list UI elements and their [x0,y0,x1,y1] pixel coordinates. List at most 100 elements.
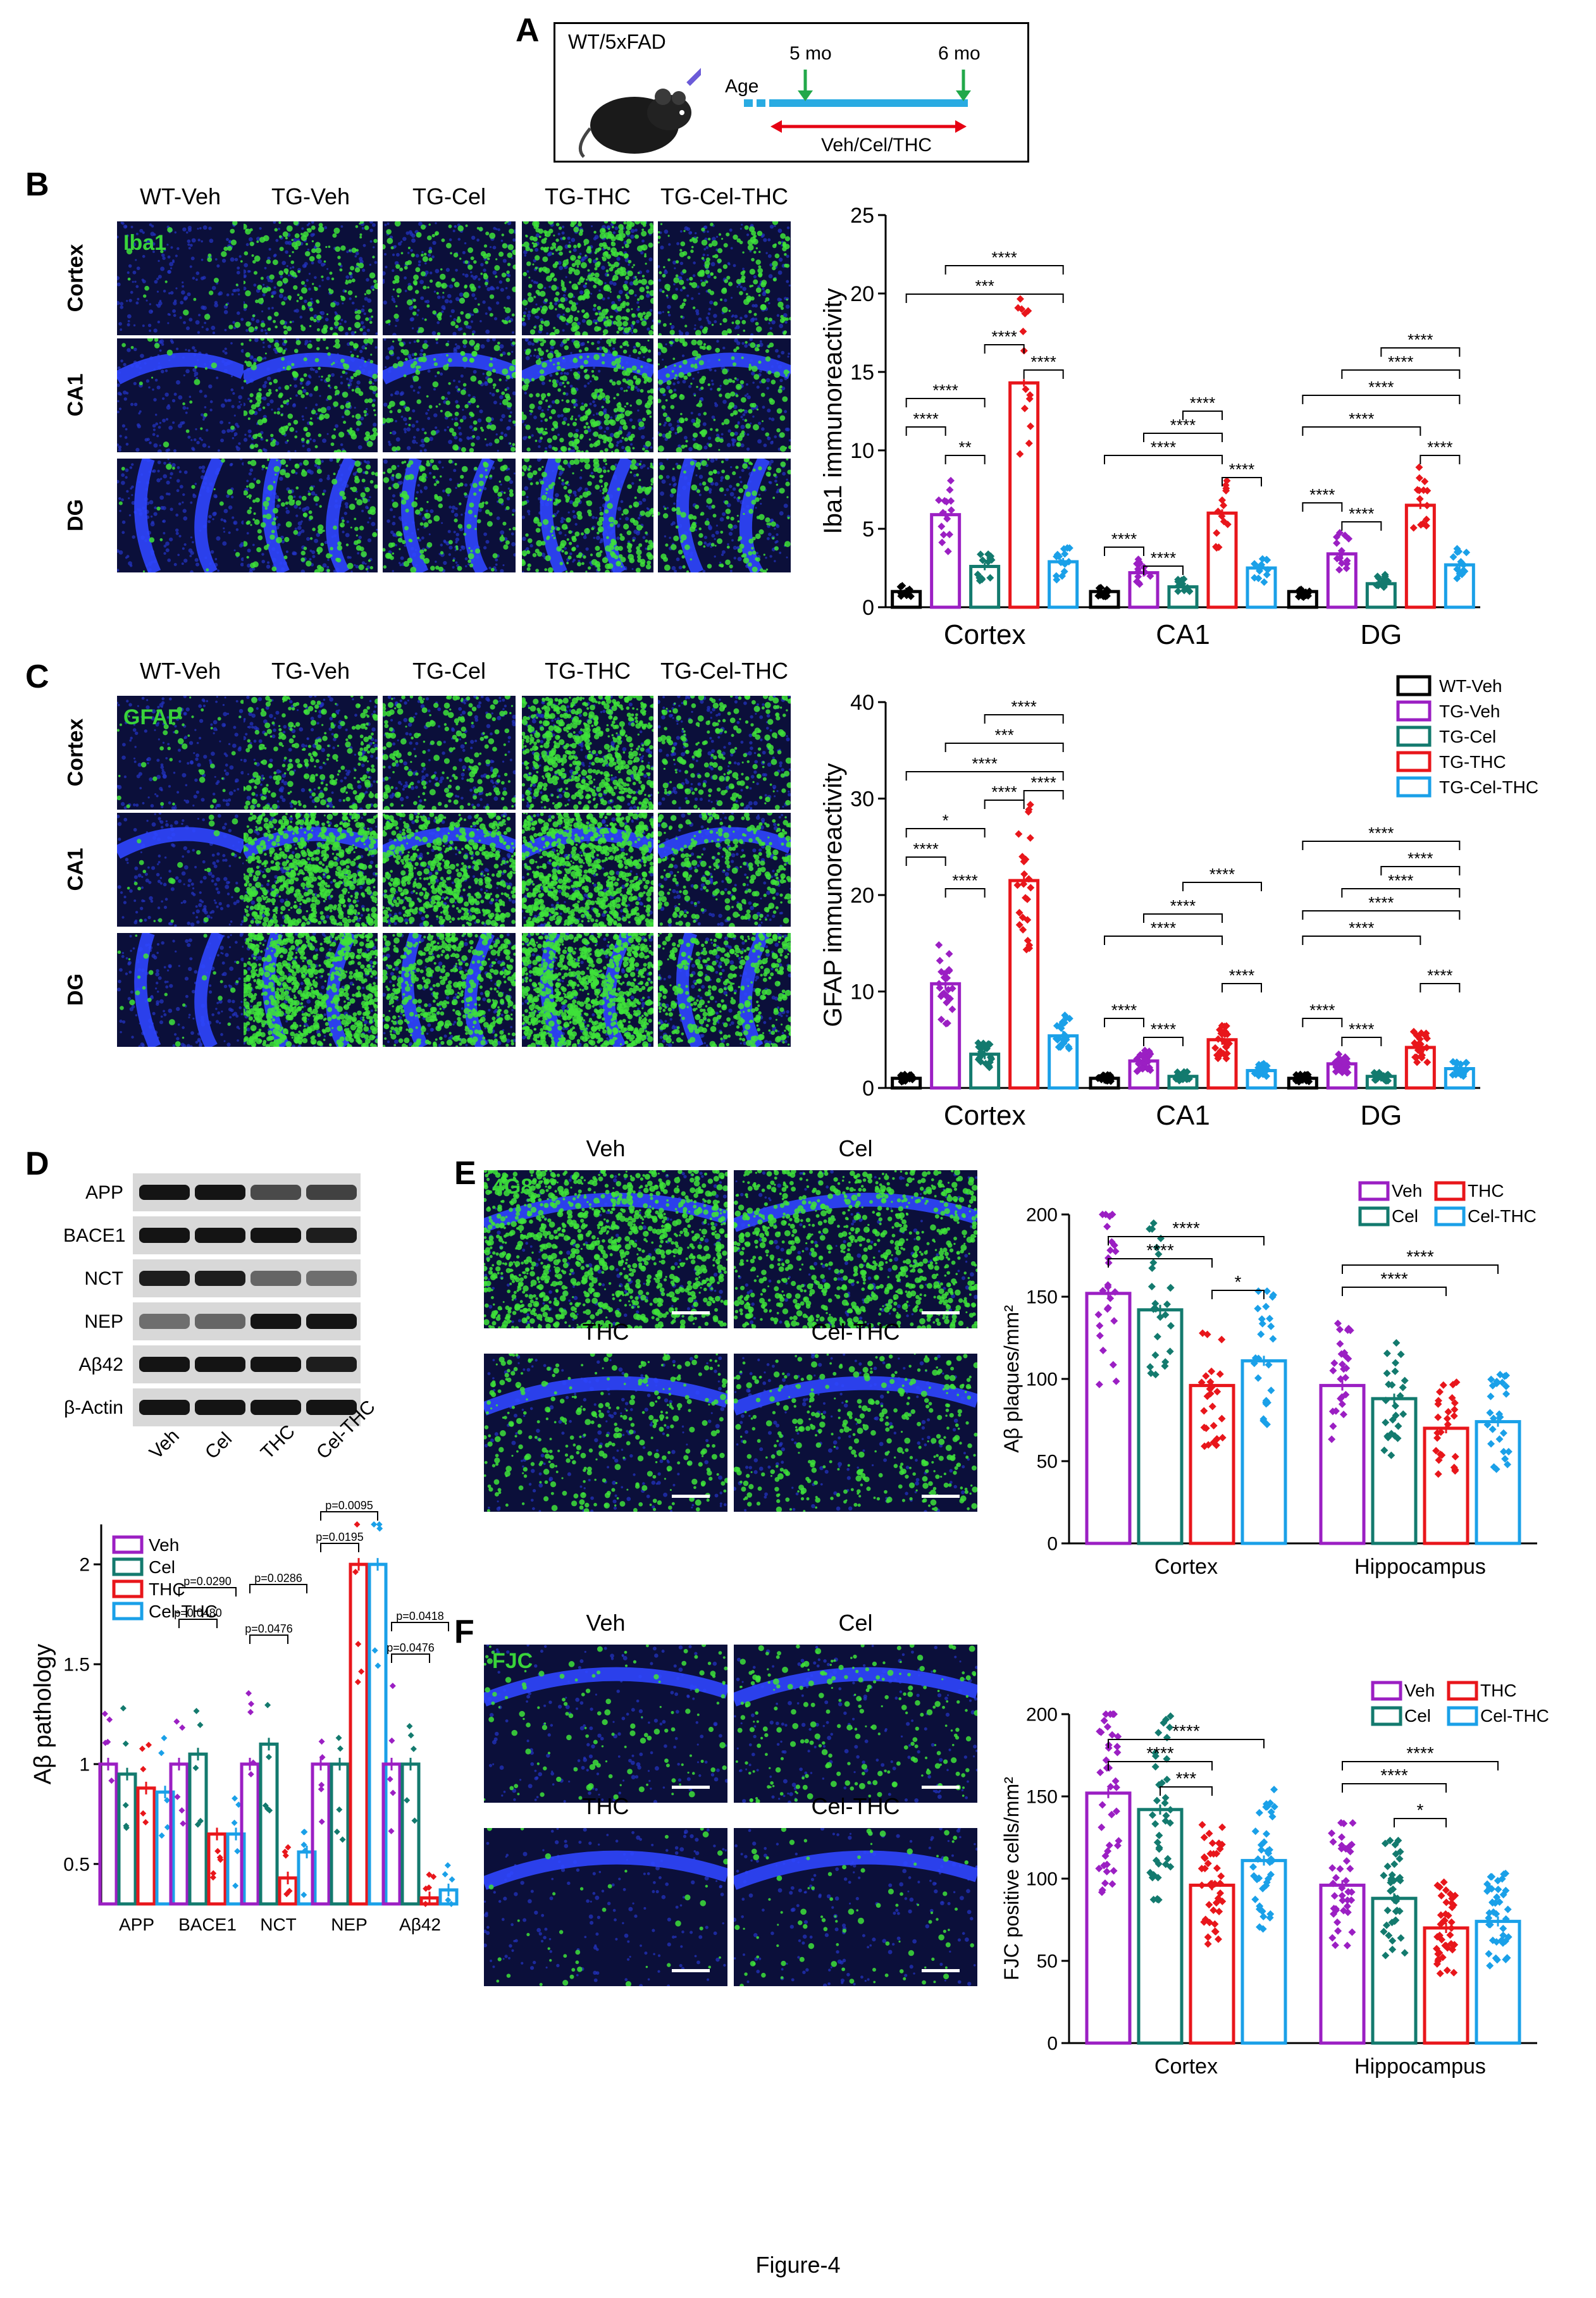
y-tick-label: 0 [862,596,874,620]
data-point [1504,1933,1512,1941]
significance-bracket [320,1511,378,1521]
data-point [214,1848,221,1855]
data-point [1024,307,1032,315]
data-point [1026,801,1034,809]
significance-label: **** [1209,865,1235,884]
data-point [1451,1452,1459,1461]
data-point [1331,1941,1339,1949]
data-point [1380,1927,1388,1936]
data-point [1251,1069,1259,1077]
data-point [1263,571,1271,579]
data-point [1111,1247,1120,1256]
data-point [1182,1075,1190,1083]
legend-entry: THC [149,1579,185,1599]
data-point [1263,1287,1271,1295]
data-point [1442,1941,1450,1949]
data-point [285,1844,292,1851]
data-point [946,486,954,494]
x-category-label: Cortex [944,619,1026,650]
bar [1240,1359,1287,1545]
data-point [1141,1046,1149,1054]
data-point [1381,572,1389,581]
data-point [1340,1819,1348,1827]
significance-label: ** [959,438,972,457]
data-point [896,589,905,597]
chart-e-plaques: 0 50 100 150 200 Aβ plaques/mm² Cortex Hippocam… [1000,1181,1537,1579]
stain-label: GFAP [123,705,182,730]
data-point [1095,1865,1103,1873]
data-point [1437,1450,1445,1459]
micrograph-tile [117,459,244,572]
data-point [1492,1938,1500,1946]
micrograph-texture [522,813,653,927]
significance-bracket [1143,1037,1184,1046]
micrograph-texture [383,459,516,572]
data-point [1141,1054,1149,1062]
data-point [1255,1808,1263,1817]
significance-bracket [984,344,1025,354]
significance-bracket [391,1653,430,1663]
significance-label: p=0.0195 [316,1531,364,1543]
data-point [1027,422,1035,430]
data-point [1019,925,1027,934]
data-point [1383,1862,1392,1870]
data-point [1154,1896,1163,1904]
micrograph-tile [522,813,653,927]
data-point [1397,1934,1405,1942]
data-point [1294,593,1302,601]
data-point [1220,502,1228,510]
data-point [1382,1396,1390,1404]
significance-label: **** [1368,824,1394,843]
data-point [942,991,950,999]
image-label: THC [484,1793,727,1820]
micrograph-tile [117,221,244,335]
data-point [1504,1905,1512,1913]
micrograph-tile [734,1170,977,1328]
data-point [1215,1839,1223,1848]
significance-label: **** [1407,849,1433,868]
data-point [1139,1065,1147,1073]
significance-label: p=0.0290 [183,1575,232,1588]
data-point [943,515,951,523]
data-point [1337,1841,1345,1850]
data-point [1295,1072,1303,1080]
blot-bands [139,1400,357,1415]
image-label: Cel-THC [734,1793,977,1820]
data-point [1016,295,1024,303]
blot-strip [133,1388,361,1426]
data-point [1251,1895,1259,1903]
data-point [1499,1924,1507,1932]
micrograph-tile [734,1645,977,1803]
data-point [1016,450,1024,458]
blot-strip [133,1259,361,1297]
blot-row-label: NEP [63,1311,123,1333]
data-point [1337,550,1345,558]
legend-swatch [1396,776,1432,798]
bar [1206,511,1238,609]
micrograph-texture [734,1828,977,1986]
data-point [1486,1961,1494,1970]
data-point [1266,1314,1274,1323]
micrograph-tile [117,813,244,927]
y-tick-label: 25 [850,204,874,228]
data-point [1162,1812,1170,1820]
data-point [1333,1319,1342,1328]
data-point [1174,587,1182,595]
column-header: WT-Veh [111,183,250,210]
data-point [122,1801,129,1808]
data-point [1438,1953,1447,1961]
data-point [1444,1408,1452,1416]
data-point [1099,1287,1107,1295]
data-point [1463,548,1471,557]
data-point [1436,1969,1444,1977]
blot-band [306,1400,357,1415]
data-point [339,1836,346,1843]
data-point [1342,1844,1350,1853]
data-point [1336,554,1344,562]
data-point [1487,1440,1495,1448]
micrograph-tile [658,459,791,572]
significance-label: p=0.0095 [325,1499,373,1512]
bar [1423,1426,1469,1545]
data-point [1437,1428,1445,1436]
data-point [1336,1340,1344,1348]
